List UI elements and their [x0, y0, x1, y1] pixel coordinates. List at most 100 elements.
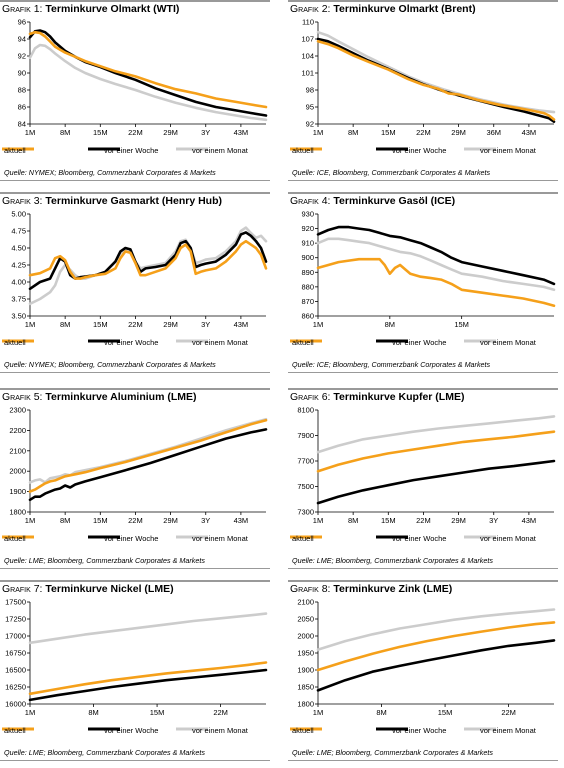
x-tick-label: 8M [348, 128, 358, 137]
chart-title-text: Terminkurve Zink (LME) [333, 583, 453, 595]
chart-title-text: Terminkurve Gasöl (ICE) [333, 195, 456, 207]
series-line-vor-monat [28, 43, 268, 122]
y-tick-label: 1900 [9, 487, 26, 496]
y-tick-label: 101 [301, 69, 314, 78]
y-tick-label: 4.75 [11, 227, 26, 236]
y-tick-label: 920 [301, 224, 314, 233]
y-tick-label: 16250 [5, 683, 26, 692]
legend-label-aktuell: aktuell [4, 726, 26, 735]
y-tick-label: 2100 [9, 446, 26, 455]
chart-source: Quelle: ICE; Bloomberg, Commerzbank Corp… [292, 360, 491, 369]
legend-label-vor-woche: vor einer Woche [392, 534, 446, 543]
chart-label: Grafik 7: [2, 583, 43, 595]
chart-svg: 3.50 3.75 4.00 4.25 4.50 4.75 5.00 1M 8M 15M 22M 29… [2, 210, 268, 347]
series-line-vor-woche [28, 231, 268, 291]
legend-label-vor-monat: vor einem Monat [480, 726, 537, 735]
chart-source: Quelle: LME; Bloomberg, Commerzbank Corp… [292, 748, 493, 757]
top-rule [288, 192, 558, 194]
y-tick-label: 890 [301, 268, 314, 277]
chart-title: Grafik 1: Terminkurve Olmarkt (WTI) [2, 3, 179, 15]
x-tick-label: 8M [60, 128, 70, 137]
y-tick-label: 1800 [9, 508, 26, 517]
y-tick-label: 98 [306, 86, 314, 95]
x-tick-label: 36M [486, 128, 501, 137]
top-rule [0, 0, 270, 2]
y-tick-label: 3.50 [11, 312, 26, 321]
legend-label-vor-woche: vor einer Woche [392, 726, 446, 735]
series-line-aktuell [316, 257, 556, 308]
series-line-vor-woche [28, 668, 268, 702]
chart-svg: 1800 1850 1900 1950 2000 2050 2100 1M 8M 15M 22M ak… [290, 598, 556, 735]
chart-label: Grafik 5: [2, 391, 43, 403]
bottom-rule [288, 372, 558, 373]
top-rule [288, 0, 558, 2]
y-tick-label: 870 [301, 297, 314, 306]
legend-label-vor-monat: vor einem Monat [192, 338, 249, 347]
series-line-aktuell [316, 430, 556, 473]
y-tick-label: 2000 [9, 467, 26, 476]
y-tick-label: 4.00 [11, 278, 26, 287]
chart-source: Quelle: NYMEX; Bloomberg, Commerzbank Co… [4, 168, 216, 177]
series-line-vor-woche [316, 459, 556, 505]
y-tick-label: 107 [301, 35, 314, 44]
chart-title-text: Terminkurve Gasmarkt (Henry Hub) [45, 195, 222, 207]
chart-source: Quelle: NYMEX; Bloomberg, Commerzbank Co… [4, 360, 216, 369]
chart-title: Grafik 2: Terminkurve Olmarkt (Brent) [290, 3, 476, 15]
y-tick-label: 110 [302, 18, 314, 27]
chart-title: Grafik 6: Terminkurve Kupfer (LME) [290, 391, 464, 403]
x-tick-label: 29M [451, 516, 466, 525]
x-tick-label: 43M [522, 516, 537, 525]
legend-label-vor-woche: vor einer Woche [392, 146, 446, 155]
legend-label-vor-woche: vor einer Woche [104, 534, 158, 543]
legend-label-aktuell: aktuell [292, 534, 314, 543]
series-line-vor-monat [316, 608, 556, 651]
x-tick-label: 8M [376, 708, 386, 717]
legend-label-vor-monat: vor einem Monat [192, 146, 249, 155]
legend-label-vor-woche: vor einer Woche [392, 338, 446, 347]
x-tick-label: 15M [93, 128, 108, 137]
legend-label-vor-woche: vor einer Woche [104, 146, 158, 155]
chart-svg: 1800 1900 2000 2100 2200 2300 1M 8M 15M 22M 29M 3Y 4… [2, 406, 268, 543]
chart-label: Grafik 3: [2, 195, 43, 207]
y-tick-label: 1950 [297, 649, 314, 658]
top-rule [288, 580, 558, 582]
top-rule [0, 388, 270, 390]
series-line-vor-woche [28, 29, 268, 117]
x-tick-label: 22M [128, 320, 143, 329]
chart-title-text: Terminkurve Olmarkt (WTI) [45, 3, 180, 15]
y-tick-label: 880 [301, 282, 314, 291]
chart-label: Grafik 6: [290, 391, 331, 403]
legend-label-aktuell: aktuell [292, 338, 314, 347]
series-line-vor-monat [316, 237, 556, 292]
series-line-aktuell [28, 418, 268, 493]
chart-source: Quelle: LME; Bloomberg, Commerzbank Corp… [292, 556, 493, 565]
chart-label: Grafik 2: [290, 3, 331, 15]
series-line-vor-woche [28, 428, 268, 502]
chart-title-text: Terminkurve Olmarkt (Brent) [333, 3, 476, 15]
series-line-aktuell [28, 239, 268, 280]
chart-panel-1: Grafik 1: Terminkurve Olmarkt (WTI) 84 86… [0, 0, 270, 188]
chart-svg: 84 86 88 90 92 94 96 1M 8M 15M 22M 29M 3Y 43M aktuell v… [2, 18, 268, 155]
x-tick-label: 1M [313, 516, 323, 525]
y-tick-label: 104 [301, 52, 314, 61]
y-tick-label: 1800 [297, 700, 314, 709]
y-tick-label: 910 [301, 239, 314, 248]
x-tick-label: 3Y [201, 516, 210, 525]
y-tick-label: 4.25 [11, 261, 26, 270]
bottom-rule [0, 760, 270, 761]
chart-title: Grafik 3: Terminkurve Gasmarkt (Henry Hu… [2, 195, 222, 207]
x-tick-label: 22M [128, 516, 143, 525]
x-tick-label: 29M [163, 128, 178, 137]
x-tick-label: 8M [88, 708, 98, 717]
chart-label: Grafik 8: [290, 583, 331, 595]
series-line-vor-woche [316, 225, 556, 286]
chart-svg: 16000 16250 16500 16750 17000 17250 17500 1M 8M 1… [2, 598, 268, 735]
series-line-aktuell [28, 661, 268, 696]
chart-panel-2: Grafik 2: Terminkurve Olmarkt (Brent) 92… [288, 0, 558, 188]
series-line-aktuell [28, 30, 268, 109]
x-tick-label: 1M [313, 320, 323, 329]
chart-title: Grafik 5: Terminkurve Aluminium (LME) [2, 391, 197, 403]
chart-title-text: Terminkurve Aluminium (LME) [45, 391, 197, 403]
x-tick-label: 29M [163, 516, 178, 525]
x-tick-label: 8M [60, 516, 70, 525]
